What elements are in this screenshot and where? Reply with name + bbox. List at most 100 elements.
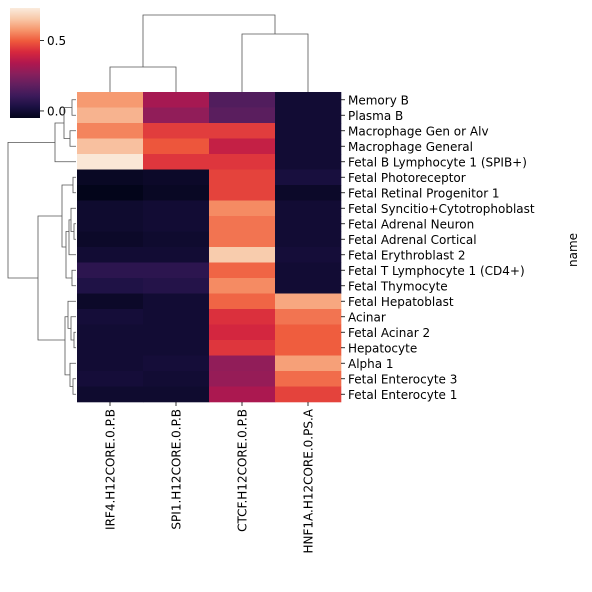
heatmap-cell xyxy=(143,154,210,170)
heatmap-cell xyxy=(77,371,144,387)
heatmap-cell xyxy=(275,107,342,124)
heatmap-cell xyxy=(143,92,210,108)
heatmap-cell xyxy=(77,138,144,155)
dendrogram-link xyxy=(72,176,76,194)
column-labels: IRF4.H12CORE.0.P.B SPI1.H12CORE.0.P.B CTCF… xyxy=(104,402,316,554)
heatmap-cell xyxy=(275,200,342,217)
heatmap-cell xyxy=(77,309,144,325)
heatmap-cell xyxy=(209,371,276,387)
colorbar-tick-label: 0.0 xyxy=(47,104,66,118)
heatmap-cell xyxy=(143,123,210,139)
heatmap-cell xyxy=(143,200,210,217)
dendrogram-link xyxy=(54,122,76,163)
dendrogram-link xyxy=(73,223,76,240)
heatmap-cell xyxy=(209,216,276,232)
heatmap-cell xyxy=(77,386,144,403)
row-label: Fetal Erythroblast 2 xyxy=(348,248,466,262)
heatmap-cell xyxy=(143,169,210,186)
heatmap-cell xyxy=(209,92,276,108)
heatmap-cell xyxy=(275,278,342,294)
heatmap-cell xyxy=(143,309,210,325)
heatmap-cell xyxy=(143,293,210,310)
dendrogram-link xyxy=(70,207,76,232)
heatmap-cell xyxy=(77,216,144,232)
y-axis-label: name xyxy=(566,233,580,267)
dendrogram-link xyxy=(73,331,76,349)
colorbar-ticks: 0.0 0.5 xyxy=(40,34,66,118)
dendrogram-link xyxy=(241,33,309,92)
heatmap-cell xyxy=(275,293,342,310)
row-label: Fetal Photoreceptor xyxy=(348,171,466,185)
heatmap-cell xyxy=(77,123,144,139)
heatmap-cell xyxy=(77,324,144,341)
heatmap-cell xyxy=(275,324,342,341)
heatmap-cell xyxy=(275,138,342,155)
heatmap-cell xyxy=(77,340,144,356)
heatmap-cell xyxy=(77,247,144,263)
heatmap-cell xyxy=(275,247,342,263)
heatmap-cell xyxy=(275,123,342,139)
heatmap-cell xyxy=(143,262,210,279)
heatmap-cell xyxy=(143,247,210,263)
dendrogram-link xyxy=(64,316,70,376)
heatmap-cell xyxy=(143,107,210,124)
column-label: SPI1.H12CORE.0.P.B xyxy=(170,409,184,530)
heatmap-cell xyxy=(209,154,276,170)
heatmap-cell xyxy=(209,309,276,325)
heatmap-cell xyxy=(77,278,144,294)
row-label: Fetal Syncitio+Cytotrophoblast xyxy=(348,202,535,216)
heatmap-cell xyxy=(209,247,276,263)
heatmap-cell xyxy=(275,231,342,248)
heatmap-cell xyxy=(209,169,276,186)
heatmap-cell xyxy=(77,293,144,310)
row-label: Fetal B Lymphocyte 1 (SPIB+) xyxy=(348,155,527,169)
heatmap-cell xyxy=(275,169,342,186)
row-label: Macrophage General xyxy=(348,140,473,154)
heatmap-cell xyxy=(77,200,144,217)
row-label: Macrophage Gen or Alv xyxy=(348,124,489,138)
heatmap-cell xyxy=(209,293,276,310)
heatmap-cell xyxy=(209,138,276,155)
row-label: Plasma B xyxy=(348,109,403,123)
heatmap-cell xyxy=(209,185,276,201)
heatmap-cell xyxy=(209,324,276,341)
heatmap-cell xyxy=(143,371,210,387)
heatmap-cell xyxy=(209,123,276,139)
dendrogram-link xyxy=(71,269,76,287)
heatmap-cell xyxy=(275,185,342,201)
heatmap-cell xyxy=(209,386,276,403)
heatmap-cell xyxy=(209,278,276,294)
heatmap-cell xyxy=(275,309,342,325)
row-label: Alpha 1 xyxy=(348,357,394,371)
row-label: Fetal Hepatoblast xyxy=(348,295,454,309)
heatmap-cell xyxy=(275,355,342,372)
row-label: Memory B xyxy=(348,93,409,107)
row-label: Fetal Retinal Progenitor 1 xyxy=(348,186,500,200)
heatmap-cell xyxy=(77,92,144,108)
heatmap-cell xyxy=(275,216,342,232)
colorbar-tick-label: 0.5 xyxy=(47,34,66,48)
heatmap-cell xyxy=(209,355,276,372)
dendrogram-link xyxy=(68,219,76,256)
heatmap-cell xyxy=(275,154,342,170)
heatmap-cell xyxy=(77,107,144,124)
dendrogram-link xyxy=(65,231,72,279)
heatmap-cell xyxy=(143,324,210,341)
row-label: Fetal Enterocyte 3 xyxy=(348,372,457,386)
dendrogram-link xyxy=(67,300,76,329)
dendrogram-link xyxy=(71,99,76,116)
heatmap-cell xyxy=(77,154,144,170)
heatmap-cell xyxy=(209,107,276,124)
dendrogram-link xyxy=(7,141,55,279)
colorbar: 0.0 0.5 xyxy=(10,8,66,118)
dendrogram-link xyxy=(72,378,76,395)
row-label: Fetal Adrenal Neuron xyxy=(348,217,474,231)
heatmap-cell xyxy=(209,340,276,356)
row-label: Hepatocyte xyxy=(348,341,417,355)
heatmap-cell xyxy=(77,231,144,248)
heatmap-cell xyxy=(143,216,210,232)
column-label: CTCF.H12CORE.0.P.B xyxy=(236,409,250,532)
row-label: Fetal Thymocyte xyxy=(348,279,448,293)
